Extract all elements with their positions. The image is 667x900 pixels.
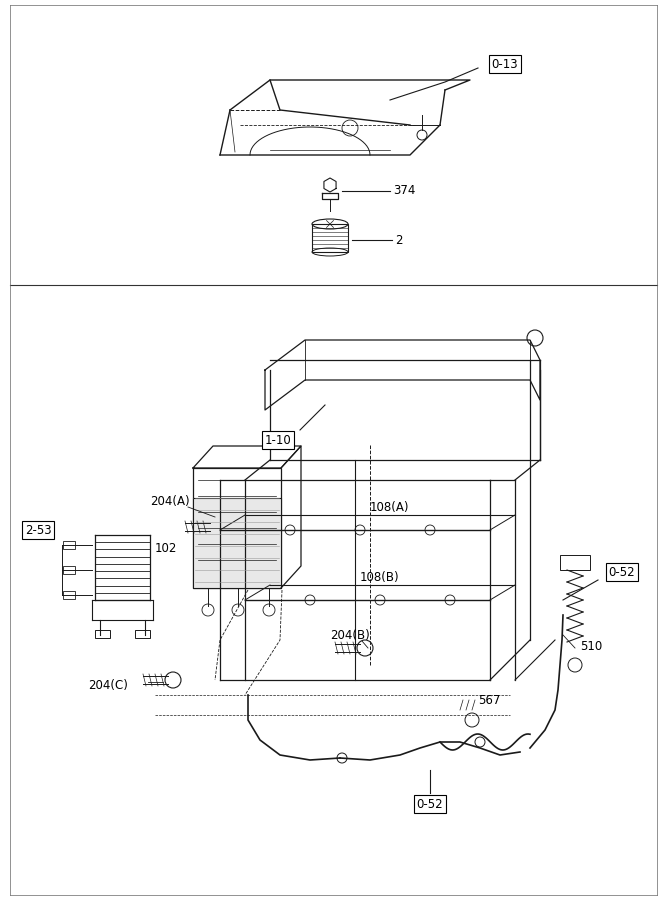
Text: 2-53: 2-53 (25, 524, 51, 536)
Bar (193, 468, 281, 588)
Bar (95, 630, 110, 638)
Text: 510: 510 (580, 640, 602, 652)
Text: 0-52: 0-52 (417, 797, 444, 811)
Text: 0-52: 0-52 (609, 565, 635, 579)
Text: 0-13: 0-13 (492, 58, 518, 70)
Text: 2: 2 (395, 233, 402, 247)
Bar (193, 498, 281, 588)
Text: 204(C): 204(C) (88, 679, 128, 691)
Text: 108(B): 108(B) (360, 572, 400, 584)
Bar (312, 224, 348, 252)
Text: 567: 567 (478, 694, 500, 706)
Text: 108(A): 108(A) (370, 501, 410, 515)
Text: 374: 374 (393, 184, 416, 197)
Text: 204(B): 204(B) (330, 629, 370, 643)
Bar (193, 498, 281, 588)
Bar (135, 630, 150, 638)
Text: 204(A): 204(A) (150, 496, 189, 508)
Bar (63, 566, 75, 574)
Text: 1-10: 1-10 (265, 434, 291, 446)
Text: 102: 102 (155, 542, 177, 554)
Bar (63, 541, 75, 549)
Bar (560, 555, 590, 570)
Bar (63, 591, 75, 599)
